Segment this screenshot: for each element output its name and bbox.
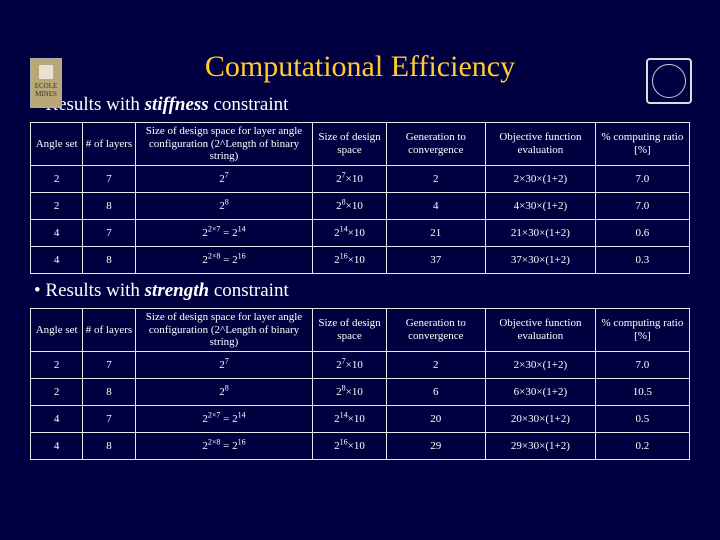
table-cell: 216×10 <box>313 246 386 273</box>
table-cell: 4 <box>31 405 83 432</box>
table-cell: 2 <box>31 165 83 192</box>
table-cell: 2 <box>386 351 485 378</box>
table-cell: 4 <box>31 219 83 246</box>
table-cell: 7 <box>83 165 135 192</box>
col-layers: # of layers <box>83 123 135 166</box>
table-cell: 37 <box>386 246 485 273</box>
table-cell: 8 <box>83 246 135 273</box>
col-angle: Angle set <box>31 123 83 166</box>
table-cell: 4×30×(1+2) <box>485 192 595 219</box>
col-ratio: % computing ratio [%] <box>595 308 689 351</box>
table-cell: 214×10 <box>313 219 386 246</box>
crest-logo <box>646 58 692 104</box>
table-cell: 2 <box>31 192 83 219</box>
table-row: 4822×8 = 216216×102929×30×(1+2)0.2 <box>31 432 690 459</box>
table-row: 272727×1022×30×(1+2)7.0 <box>31 165 690 192</box>
table-cell: 2 <box>386 165 485 192</box>
bullet-stiffness: • Results with stiffness constraint <box>34 94 720 116</box>
col-layers: # of layers <box>83 308 135 351</box>
bullet1-em: stiffness <box>145 94 209 115</box>
table-cell: 22×8 = 216 <box>135 246 313 273</box>
col-convergence: Generation to convergence <box>386 123 485 166</box>
table-cell: 214×10 <box>313 405 386 432</box>
table-cell: 2 <box>31 351 83 378</box>
slide-title: Computational Efficiency <box>0 50 720 84</box>
table-cell: 7 <box>83 405 135 432</box>
table-cell: 28 <box>135 378 313 405</box>
table-cell: 27 <box>135 165 313 192</box>
col-design-space: Size of design space <box>313 308 386 351</box>
table-cell: 29×30×(1+2) <box>485 432 595 459</box>
table-cell: 20×30×(1+2) <box>485 405 595 432</box>
bullet1-post: constraint <box>209 94 289 115</box>
table-cell: 2×30×(1+2) <box>485 351 595 378</box>
table-cell: 27 <box>135 351 313 378</box>
col-objective: Objective function evaluation <box>485 308 595 351</box>
table-cell: 21×30×(1+2) <box>485 219 595 246</box>
col-design-space: Size of design space <box>313 123 386 166</box>
strength-table: Angle set # of layers Size of design spa… <box>30 308 690 460</box>
table-cell: 0.5 <box>595 405 689 432</box>
table-cell: 28×10 <box>313 378 386 405</box>
strength-tbody: 272727×1022×30×(1+2)7.0282828×1066×30×(1… <box>31 351 690 459</box>
bullet2-em: strength <box>145 280 209 301</box>
table-cell: 37×30×(1+2) <box>485 246 595 273</box>
table-cell: 22×8 = 216 <box>135 432 313 459</box>
table-cell: 27×10 <box>313 165 386 192</box>
table-cell: 4 <box>31 246 83 273</box>
col-angle: Angle set <box>31 308 83 351</box>
table-cell: 28 <box>135 192 313 219</box>
table-cell: 0.6 <box>595 219 689 246</box>
table-cell: 7 <box>83 351 135 378</box>
table-cell: 4 <box>386 192 485 219</box>
table-row: 282828×1044×30×(1+2)7.0 <box>31 192 690 219</box>
col-objective: Objective function evaluation <box>485 123 595 166</box>
table-cell: 27×10 <box>313 351 386 378</box>
table-cell: 7.0 <box>595 165 689 192</box>
table-cell: 4 <box>31 432 83 459</box>
table-cell: 28×10 <box>313 192 386 219</box>
col-ratio: % computing ratio [%] <box>595 123 689 166</box>
col-config-space: Size of design space for layer angle con… <box>135 123 313 166</box>
stiffness-tbody: 272727×1022×30×(1+2)7.0282828×1044×30×(1… <box>31 165 690 273</box>
table-row: 4722×7 = 214214×102121×30×(1+2)0.6 <box>31 219 690 246</box>
mines-logo: ECOLEMINES <box>30 58 62 108</box>
table-cell: 22×7 = 214 <box>135 219 313 246</box>
table-cell: 20 <box>386 405 485 432</box>
table-cell: 216×10 <box>313 432 386 459</box>
table-cell: 7.0 <box>595 351 689 378</box>
table-row: 272727×1022×30×(1+2)7.0 <box>31 351 690 378</box>
stiffness-table: Angle set # of layers Size of design spa… <box>30 122 690 274</box>
bullet2-pre: Results with <box>45 280 144 301</box>
col-config-space: Size of design space for layer angle con… <box>135 308 313 351</box>
col-convergence: Generation to convergence <box>386 308 485 351</box>
table-cell: 7 <box>83 219 135 246</box>
table-cell: 2 <box>31 378 83 405</box>
table-row: 282828×1066×30×(1+2)10.5 <box>31 378 690 405</box>
table-cell: 7.0 <box>595 192 689 219</box>
table-cell: 8 <box>83 192 135 219</box>
table-cell: 8 <box>83 432 135 459</box>
table-cell: 10.5 <box>595 378 689 405</box>
table-cell: 21 <box>386 219 485 246</box>
stiffness-thead: Angle set # of layers Size of design spa… <box>31 123 690 166</box>
table-cell: 6 <box>386 378 485 405</box>
table-cell: 0.3 <box>595 246 689 273</box>
strength-thead: Angle set # of layers Size of design spa… <box>31 308 690 351</box>
bullet-strength: • Results with strength constraint <box>34 280 720 302</box>
table-cell: 22×7 = 214 <box>135 405 313 432</box>
table-cell: 6×30×(1+2) <box>485 378 595 405</box>
table-cell: 0.2 <box>595 432 689 459</box>
table-row: 4822×8 = 216216×103737×30×(1+2)0.3 <box>31 246 690 273</box>
table-cell: 8 <box>83 378 135 405</box>
table-cell: 2×30×(1+2) <box>485 165 595 192</box>
table-cell: 29 <box>386 432 485 459</box>
table-row: 4722×7 = 214214×102020×30×(1+2)0.5 <box>31 405 690 432</box>
bullet2-post: constraint <box>209 280 289 301</box>
